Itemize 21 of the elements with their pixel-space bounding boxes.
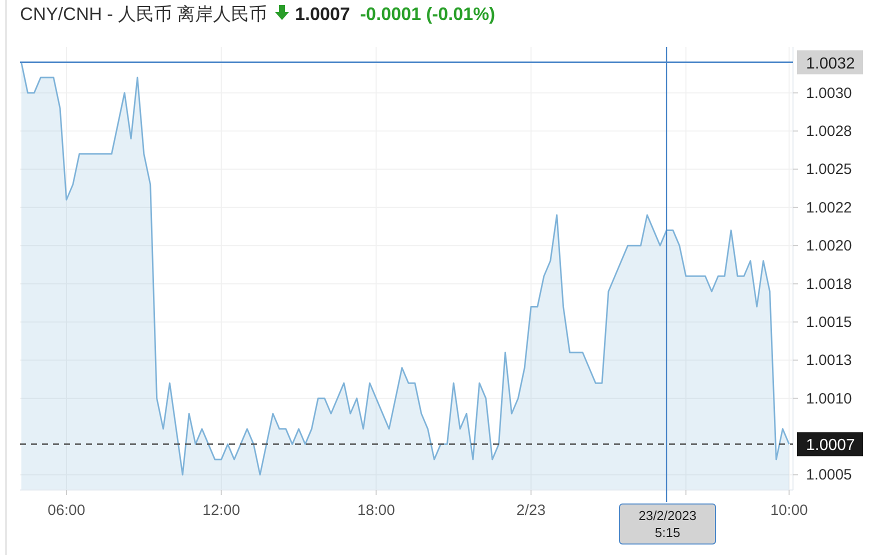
y-tick-label: 1.0025: [806, 161, 852, 178]
y-tick-label: 1.0020: [806, 238, 852, 255]
ref-line-label: 1.0007: [806, 437, 856, 454]
y-tick-label: 1.0022: [806, 199, 852, 216]
y-tick-label: 1.0013: [806, 352, 852, 370]
ref-line-label: 1.0032: [806, 55, 856, 72]
title: CNY/CNH - 人民币 离岸人民币: [20, 4, 267, 24]
y-tick-label: 1.0028: [806, 123, 852, 140]
y-tick-label: 1.0030: [806, 84, 852, 102]
x-tick-label: 06:00: [48, 502, 86, 519]
ref-line-label: 23/2/2023 5:15: [638, 508, 696, 540]
x-tick-label: 10:00: [770, 502, 808, 519]
x-tick-label: 12:00: [202, 502, 240, 519]
text: -0.0001 (-0.01%): [360, 4, 496, 24]
y-tick-label: 1.0015: [806, 314, 852, 331]
y-tick-label: 1.0005: [806, 466, 852, 484]
x-tick-label: 18:00: [357, 502, 395, 519]
text: 1.0007: [295, 4, 350, 24]
y-tick-label: 1.0010: [806, 390, 852, 408]
y-tick-label: 1.0018: [806, 276, 852, 293]
x-tick-label: 2/23: [516, 502, 546, 519]
